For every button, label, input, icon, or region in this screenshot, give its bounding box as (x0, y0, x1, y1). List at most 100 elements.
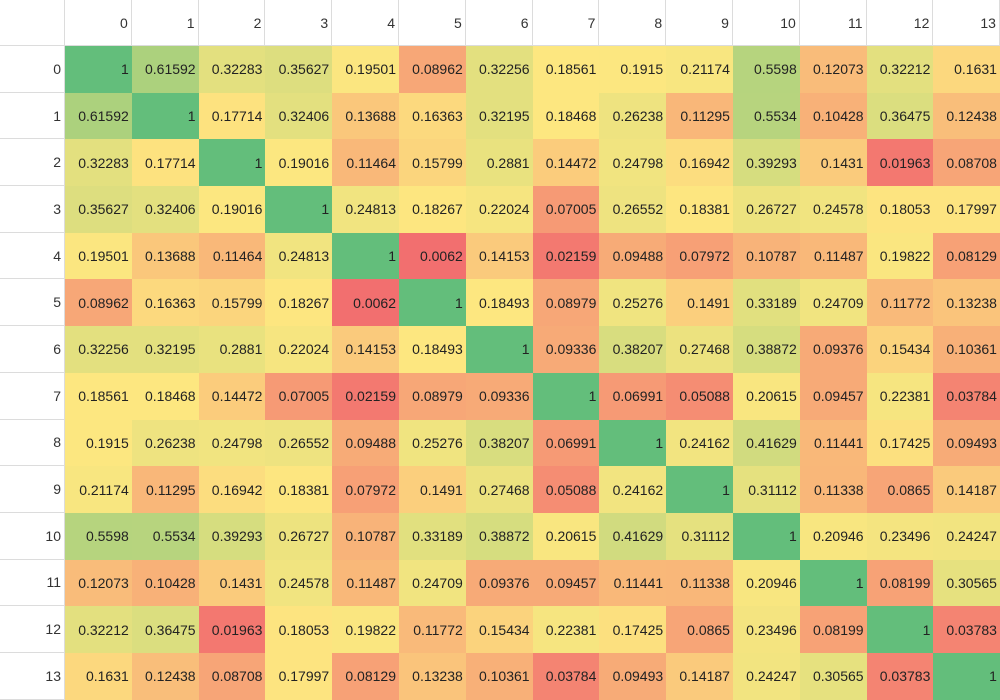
matrix-cell[interactable]: 0.18381 (666, 186, 733, 233)
matrix-cell[interactable]: 0.07005 (265, 372, 333, 420)
matrix-cell[interactable]: 0.1491 (666, 279, 733, 327)
matrix-cell[interactable]: 0.24813 (332, 186, 399, 233)
matrix-cell[interactable]: 0.08199 (866, 559, 934, 607)
matrix-cell[interactable]: 0.20946 (799, 512, 867, 560)
matrix-cell[interactable]: 0.09376 (799, 326, 867, 373)
matrix-cell[interactable]: 0.17997 (265, 652, 333, 700)
matrix-cell[interactable]: 0.10428 (131, 559, 199, 607)
matrix-cell[interactable]: 0.24798 (599, 139, 667, 187)
matrix-cell[interactable]: 0.09336 (532, 326, 600, 373)
matrix-cell[interactable]: 0.5598 (65, 512, 132, 560)
matrix-cell[interactable]: 0.09488 (332, 419, 399, 467)
matrix-cell[interactable]: 0.38872 (732, 326, 800, 373)
matrix-cell[interactable]: 0.1915 (65, 419, 132, 467)
row-header[interactable]: 5 (0, 279, 65, 327)
matrix-cell[interactable]: 0.07972 (666, 232, 733, 280)
matrix-cell[interactable]: 0.09488 (599, 232, 667, 280)
matrix-cell[interactable]: 0.18267 (265, 279, 333, 327)
matrix-cell[interactable]: 0.09493 (599, 652, 667, 700)
matrix-cell[interactable]: 0.5598 (732, 46, 800, 93)
matrix-cell[interactable]: 0.21174 (666, 46, 733, 93)
matrix-cell[interactable]: 0.08199 (799, 606, 867, 653)
column-header[interactable]: 4 (332, 0, 399, 46)
matrix-cell[interactable]: 0.1491 (398, 466, 466, 513)
matrix-cell[interactable]: 0.12073 (799, 46, 867, 93)
matrix-cell[interactable]: 0.05088 (532, 466, 600, 513)
matrix-cell[interactable]: 0.14187 (666, 652, 733, 700)
matrix-cell[interactable]: 0.17714 (198, 92, 266, 140)
matrix-cell[interactable]: 0.0865 (866, 466, 934, 513)
matrix-cell[interactable]: 0.10787 (332, 512, 399, 560)
matrix-cell[interactable]: 0.16363 (131, 279, 199, 327)
matrix-cell[interactable]: 1 (65, 46, 132, 93)
matrix-cell[interactable]: 0.11487 (332, 559, 399, 607)
matrix-cell[interactable]: 0.17425 (866, 419, 934, 467)
row-header[interactable]: 12 (0, 606, 65, 653)
matrix-cell[interactable]: 0.22024 (265, 326, 333, 373)
matrix-cell[interactable]: 0.39293 (732, 139, 800, 187)
matrix-cell[interactable]: 0.26727 (732, 186, 800, 233)
matrix-cell[interactable]: 0.14472 (532, 139, 600, 187)
matrix-cell[interactable]: 0.26552 (265, 419, 333, 467)
matrix-cell[interactable]: 0.32283 (198, 46, 266, 93)
matrix-cell[interactable]: 0.06991 (599, 372, 667, 420)
matrix-cell[interactable]: 0.61592 (131, 46, 199, 93)
row-header[interactable]: 3 (0, 186, 65, 233)
matrix-cell[interactable]: 0.41629 (732, 419, 800, 467)
matrix-cell[interactable]: 0.32406 (265, 92, 333, 140)
matrix-cell[interactable]: 0.32195 (131, 326, 199, 373)
matrix-cell[interactable]: 0.14153 (332, 326, 399, 373)
matrix-cell[interactable]: 0.09493 (933, 419, 1000, 467)
matrix-cell[interactable]: 1 (131, 92, 199, 140)
matrix-cell[interactable]: 1 (866, 606, 934, 653)
matrix-cell[interactable]: 0.61592 (65, 92, 132, 140)
matrix-cell[interactable]: 0.18468 (131, 372, 199, 420)
row-header[interactable]: 0 (0, 46, 65, 93)
matrix-cell[interactable]: 0.2881 (198, 326, 266, 373)
column-header[interactable]: 13 (933, 0, 1000, 46)
matrix-cell[interactable]: 0.07005 (532, 186, 600, 233)
corner-cell[interactable] (0, 0, 65, 46)
matrix-cell[interactable]: 0.22024 (465, 186, 533, 233)
matrix-cell[interactable]: 1 (532, 372, 600, 420)
matrix-cell[interactable]: 0.03784 (532, 652, 600, 700)
matrix-cell[interactable]: 0.16942 (198, 466, 266, 513)
matrix-cell[interactable]: 0.08979 (398, 372, 466, 420)
matrix-cell[interactable]: 1 (799, 559, 867, 607)
matrix-cell[interactable]: 0.23496 (866, 512, 934, 560)
matrix-cell[interactable]: 0.17714 (131, 139, 199, 187)
matrix-cell[interactable]: 0.10361 (933, 326, 1000, 373)
matrix-cell[interactable]: 0.17425 (599, 606, 667, 653)
matrix-cell[interactable]: 1 (198, 139, 266, 187)
matrix-cell[interactable]: 0.18381 (265, 466, 333, 513)
matrix-cell[interactable]: 0.32212 (866, 46, 934, 93)
matrix-cell[interactable]: 0.18053 (265, 606, 333, 653)
matrix-cell[interactable]: 0.18267 (398, 186, 466, 233)
matrix-cell[interactable]: 0.17997 (933, 186, 1000, 233)
matrix-cell[interactable]: 0.14153 (465, 232, 533, 280)
matrix-cell[interactable]: 0.21174 (65, 466, 132, 513)
column-header[interactable]: 1 (131, 0, 199, 46)
matrix-cell[interactable]: 0.10428 (799, 92, 867, 140)
matrix-cell[interactable]: 0.0062 (398, 232, 466, 280)
matrix-cell[interactable]: 0.01963 (198, 606, 266, 653)
column-header[interactable]: 12 (866, 0, 934, 46)
matrix-cell[interactable]: 0.11338 (799, 466, 867, 513)
matrix-cell[interactable]: 0.13238 (398, 652, 466, 700)
matrix-cell[interactable]: 0.15799 (398, 139, 466, 187)
matrix-cell[interactable]: 0.24813 (265, 232, 333, 280)
matrix-cell[interactable]: 0.19501 (65, 232, 132, 280)
matrix-cell[interactable]: 0.5534 (732, 92, 800, 140)
matrix-cell[interactable]: 1 (933, 652, 1000, 700)
matrix-cell[interactable]: 0.27468 (666, 326, 733, 373)
matrix-cell[interactable]: 0.24162 (666, 419, 733, 467)
matrix-cell[interactable]: 0.18561 (65, 372, 132, 420)
matrix-cell[interactable]: 0.0062 (332, 279, 399, 327)
matrix-cell[interactable]: 0.11441 (599, 559, 667, 607)
matrix-cell[interactable]: 0.1431 (799, 139, 867, 187)
matrix-cell[interactable]: 0.10361 (465, 652, 533, 700)
matrix-cell[interactable]: 0.06991 (532, 419, 600, 467)
matrix-cell[interactable]: 0.11487 (799, 232, 867, 280)
matrix-cell[interactable]: 0.01963 (866, 139, 934, 187)
matrix-cell[interactable]: 0.1915 (599, 46, 667, 93)
